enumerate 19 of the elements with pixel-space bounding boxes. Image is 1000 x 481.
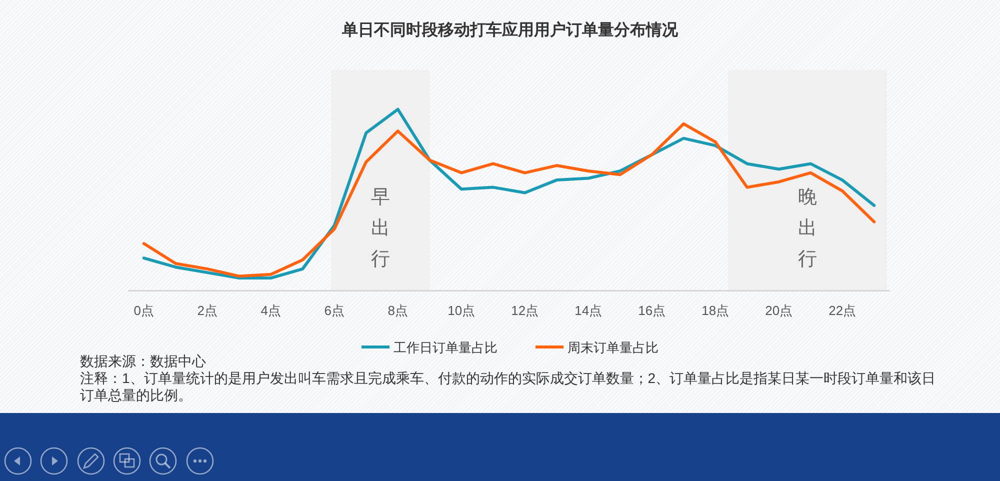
x-tick-label: 14点 bbox=[574, 302, 602, 318]
x-tick-label: 12点 bbox=[511, 302, 539, 318]
band-label: 早出行 bbox=[370, 187, 390, 270]
x-tick-label: 22点 bbox=[828, 302, 856, 318]
x-tick-label: 4点 bbox=[260, 302, 281, 318]
x-tick-label: 2点 bbox=[197, 302, 218, 318]
x-tick-label: 8点 bbox=[388, 302, 408, 318]
x-tick-label: 0点 bbox=[134, 302, 154, 318]
x-tick-label: 6点 bbox=[324, 302, 344, 318]
x-tick-label: 18点 bbox=[702, 302, 730, 318]
x-tick-label: 20点 bbox=[765, 302, 793, 318]
source-note: 数据来源：数据中心 bbox=[80, 353, 206, 369]
band-label: 晚出行 bbox=[798, 187, 817, 270]
text: 注释：1、订单量统计的是用户发出叫车需求且完成乘车、付款的动作的实际成交订单数量；2、订单量占比是指某日某一时段订单量和该日订单总量的比例。 bbox=[80, 370, 937, 404]
x-tick-label: 10点 bbox=[448, 302, 476, 318]
x-tick-label: 16点 bbox=[638, 302, 666, 318]
chart-title: 单日不同时段移动打车应用用户订单量分布情况 bbox=[341, 20, 679, 39]
legend-label: 周末订单量占比 bbox=[568, 340, 658, 355]
legend-label: 工作日订单量占比 bbox=[394, 340, 498, 355]
